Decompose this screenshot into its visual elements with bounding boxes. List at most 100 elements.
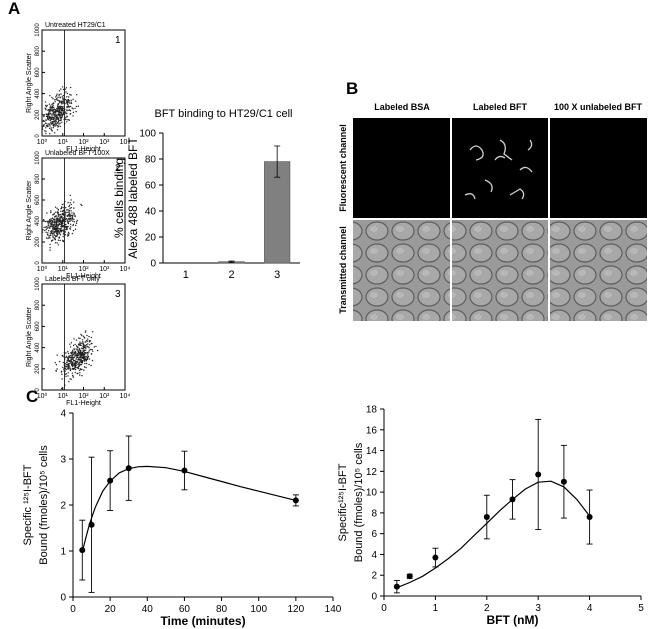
y-axis-label: Right Angle Scatter bbox=[26, 52, 33, 113]
cell-dot bbox=[54, 362, 56, 364]
cell-dot bbox=[56, 354, 58, 356]
cell-dot bbox=[74, 371, 77, 374]
cell-dot bbox=[68, 211, 70, 213]
micrograph bbox=[353, 118, 450, 218]
cell-dot bbox=[69, 369, 72, 372]
cell-dot bbox=[49, 232, 51, 235]
cell-dot bbox=[58, 95, 60, 97]
cell-dot bbox=[78, 352, 81, 354]
cell-dot bbox=[53, 234, 56, 236]
cell-dot bbox=[44, 220, 47, 223]
cell-dot bbox=[52, 239, 54, 241]
cell-dot bbox=[59, 114, 61, 116]
cell-dot bbox=[83, 355, 86, 357]
cell-dot bbox=[49, 222, 51, 224]
cell-dot bbox=[63, 227, 65, 229]
cell-dot bbox=[51, 110, 54, 112]
y-tick-label: 100 bbox=[139, 129, 156, 140]
cell-dot bbox=[56, 368, 58, 370]
x-tick-label: 10² bbox=[78, 266, 89, 273]
cell-dot bbox=[87, 355, 90, 358]
cell-dot bbox=[54, 231, 56, 234]
data-point bbox=[79, 547, 86, 554]
cell-dot bbox=[53, 113, 55, 115]
data-point bbox=[560, 478, 567, 485]
cell-dot bbox=[67, 357, 69, 359]
x-tick-label: 80 bbox=[216, 604, 228, 615]
y-tick-label: 600 bbox=[35, 67, 41, 78]
cell-dot bbox=[59, 116, 62, 119]
y-tick-label: 20 bbox=[145, 233, 157, 244]
data-point bbox=[535, 471, 542, 478]
cell-dot bbox=[68, 100, 71, 102]
cell-dot bbox=[71, 232, 74, 235]
cell-dot bbox=[71, 215, 73, 217]
cell-dot bbox=[79, 341, 81, 343]
cell-dot bbox=[73, 367, 76, 370]
cell-dot bbox=[61, 373, 63, 375]
cell-dot bbox=[59, 228, 62, 230]
cell-dot bbox=[69, 378, 71, 380]
x-tick-label: 140 bbox=[325, 604, 342, 615]
cell-dot bbox=[85, 366, 87, 369]
x-tick-label: 3 bbox=[274, 269, 280, 281]
cell-dot bbox=[67, 201, 69, 204]
cell-dot bbox=[65, 365, 67, 367]
cell-dot bbox=[63, 351, 66, 354]
cell-dot bbox=[57, 118, 59, 120]
cell-dot bbox=[93, 346, 96, 348]
x-tick-label: 10¹ bbox=[58, 139, 69, 146]
cell-dot bbox=[74, 368, 77, 371]
cell-dot bbox=[55, 119, 57, 122]
cell-dot bbox=[72, 364, 74, 366]
y-tick-label: 200 bbox=[35, 363, 41, 374]
cell-dot bbox=[79, 361, 81, 363]
cell-dot bbox=[68, 217, 70, 219]
data-point bbox=[432, 554, 439, 561]
cell-dot bbox=[51, 227, 54, 229]
cell-dot bbox=[66, 219, 69, 221]
cell-dot bbox=[68, 220, 70, 223]
cell-dot bbox=[85, 355, 87, 358]
cell-dot bbox=[81, 361, 84, 363]
cell-dot bbox=[82, 335, 85, 337]
cell-dot bbox=[66, 116, 68, 118]
cell-dot bbox=[78, 337, 80, 339]
cell-dot bbox=[60, 100, 63, 103]
cell-dot bbox=[81, 204, 83, 207]
cell-dot bbox=[66, 103, 69, 106]
cell-dot bbox=[66, 359, 68, 362]
cell-dot bbox=[58, 114, 60, 116]
cell-dot bbox=[53, 232, 55, 235]
cell-dot bbox=[48, 226, 50, 229]
cell-dot bbox=[56, 99, 59, 101]
cell-dot bbox=[76, 354, 78, 357]
cell-dot bbox=[64, 211, 67, 213]
x-tick-label: 10² bbox=[78, 393, 89, 400]
cell-dot bbox=[71, 368, 74, 370]
cell-dot bbox=[64, 367, 67, 370]
annotation: 1 bbox=[115, 35, 121, 46]
data-point bbox=[483, 514, 490, 521]
cell-dot bbox=[83, 358, 85, 360]
cell-dot bbox=[50, 222, 53, 224]
cell-dot bbox=[83, 350, 86, 352]
cell-dot bbox=[55, 121, 57, 123]
cell-dot bbox=[81, 368, 83, 370]
cell-dot bbox=[86, 352, 88, 354]
cell-dot bbox=[58, 232, 60, 234]
cell-dot bbox=[56, 118, 58, 120]
cell-dot bbox=[84, 351, 86, 354]
cell-dot bbox=[65, 91, 67, 93]
cell-dot bbox=[69, 346, 72, 348]
cell-dot bbox=[74, 107, 76, 110]
cell-dot bbox=[60, 222, 63, 225]
cell-dot bbox=[53, 106, 55, 109]
cell-dot bbox=[76, 356, 79, 359]
cell-dot bbox=[61, 116, 63, 118]
cell-dot bbox=[54, 206, 57, 208]
y-tick-label: 4 bbox=[60, 409, 66, 420]
cell-dot bbox=[86, 362, 88, 365]
cell-dot bbox=[68, 119, 71, 122]
